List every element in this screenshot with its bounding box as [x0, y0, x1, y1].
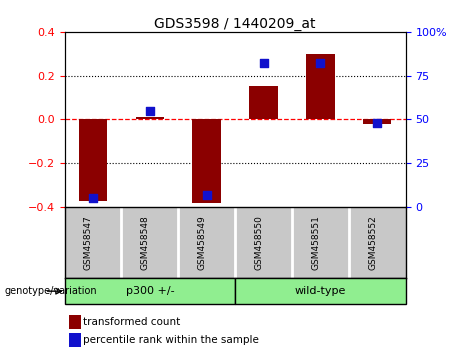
Point	[317, 61, 324, 66]
Point	[146, 108, 154, 114]
Point	[89, 195, 97, 201]
Text: GSM458549: GSM458549	[198, 216, 207, 270]
Text: GSM458548: GSM458548	[141, 216, 150, 270]
Bar	[363, 120, 391, 124]
Text: percentile rank within the sample: percentile rank within the sample	[83, 335, 259, 345]
Point	[203, 192, 210, 198]
Text: GSM458552: GSM458552	[368, 216, 377, 270]
Bar	[235, 278, 406, 304]
Bar	[306, 54, 335, 120]
Bar	[193, 120, 221, 203]
Text: wild-type: wild-type	[295, 286, 346, 296]
Bar	[249, 86, 278, 120]
Bar	[136, 117, 164, 120]
Bar	[79, 120, 107, 200]
Text: p300 +/-: p300 +/-	[125, 286, 174, 296]
Text: GSM458551: GSM458551	[311, 216, 320, 270]
Text: transformed count: transformed count	[83, 317, 180, 327]
Text: GSM458547: GSM458547	[84, 216, 93, 270]
Text: genotype/variation: genotype/variation	[5, 286, 97, 296]
Bar	[65, 278, 235, 304]
Text: GSM458550: GSM458550	[254, 216, 264, 270]
Title: GDS3598 / 1440209_at: GDS3598 / 1440209_at	[154, 17, 316, 31]
Point	[260, 61, 267, 66]
Point	[373, 120, 381, 126]
